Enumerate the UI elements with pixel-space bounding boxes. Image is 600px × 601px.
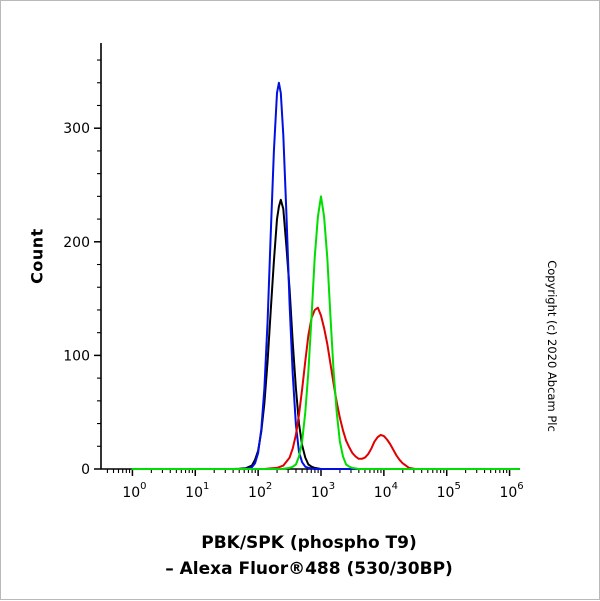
curve-green-sample <box>131 195 520 470</box>
y-tick-label: 300 <box>63 121 90 137</box>
y-tick-label: 100 <box>63 348 90 364</box>
x-tick-label: 105 <box>437 481 461 501</box>
y-tick-label: 0 <box>81 462 90 478</box>
curve-black-unlabelled-control <box>131 198 520 470</box>
x-tick-label: 104 <box>374 481 398 501</box>
x-tick-label: 103 <box>311 481 335 501</box>
y-axis-label: Count <box>27 228 47 284</box>
copyright-text: Copyright (c) 2020 Abcam Plc <box>545 260 559 432</box>
x-tick-label: 100 <box>122 481 146 501</box>
chart-title-line1: PBK/SPK (phospho T9) <box>201 533 417 553</box>
x-tick-label: 101 <box>185 481 209 501</box>
x-tick-label: 106 <box>499 481 523 501</box>
curve-blue-secondary-control <box>131 81 520 470</box>
y-tick-label: 200 <box>63 235 90 251</box>
chart-title-line2: – Alexa Fluor®488 (530/30BP) <box>165 559 453 579</box>
x-tick-label: 102 <box>248 481 272 501</box>
curve-red-sample <box>131 306 520 470</box>
